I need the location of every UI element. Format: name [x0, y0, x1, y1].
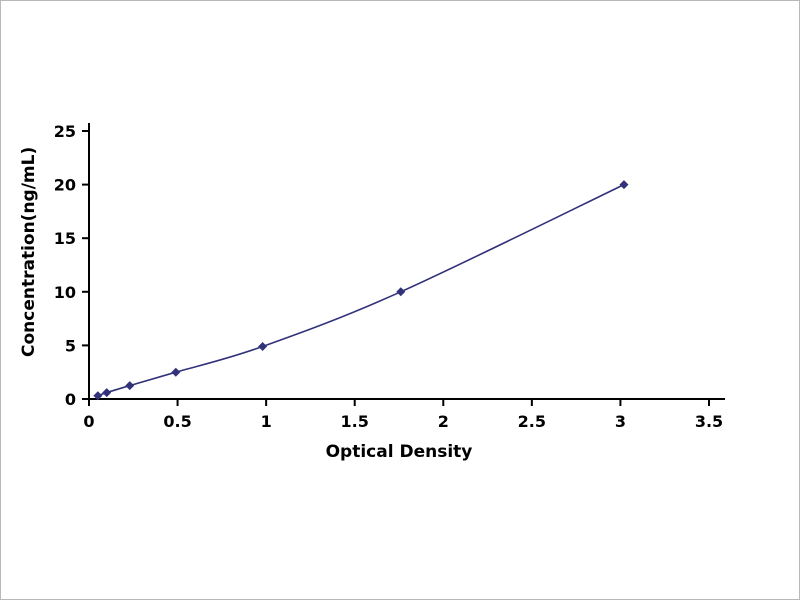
- y-tick-label: 20: [54, 176, 76, 195]
- x-axis-label: Optical Density: [325, 442, 473, 462]
- data-point-marker: [258, 341, 268, 351]
- y-tick-label: 5: [65, 336, 76, 355]
- y-tick-label: 0: [65, 390, 76, 409]
- x-tick-label: 0: [83, 412, 94, 431]
- y-axis-label: Concentration(ng/mL): [19, 146, 39, 357]
- y-tick-label: 25: [54, 122, 76, 141]
- y-tick-label: 15: [54, 229, 76, 248]
- x-tick-label: 1.5: [341, 412, 369, 431]
- x-tick-label: 2.5: [518, 412, 546, 431]
- data-point-marker: [619, 180, 629, 190]
- x-tick-label: 1: [261, 412, 272, 431]
- x-tick-label: 3.5: [695, 412, 723, 431]
- data-point-marker: [102, 388, 112, 398]
- data-point-marker: [125, 381, 135, 391]
- series-line: [97, 183, 625, 397]
- data-point-marker: [396, 287, 406, 297]
- x-tick-label: 0.5: [163, 412, 191, 431]
- y-tick-label: 10: [54, 283, 76, 302]
- x-tick-label: 3: [615, 412, 626, 431]
- x-tick-label: 2: [438, 412, 449, 431]
- data-point-marker: [93, 391, 103, 401]
- data-point-marker: [171, 367, 181, 377]
